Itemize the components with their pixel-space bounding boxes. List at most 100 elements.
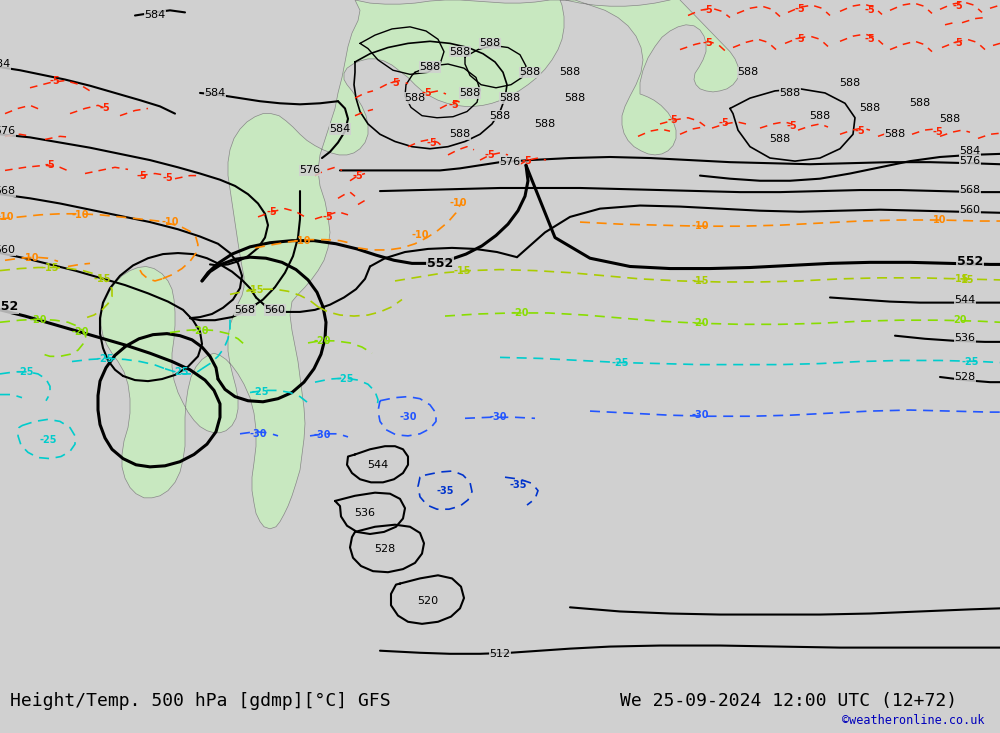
Text: -5: -5 [668,115,678,125]
Text: -5: -5 [703,5,713,15]
Text: -5: -5 [703,38,713,48]
Text: 588: 588 [499,93,521,103]
Text: -5: -5 [50,75,60,86]
Text: -5: -5 [865,34,875,44]
Text: -10: -10 [0,212,14,222]
Text: 584: 584 [959,146,981,156]
Text: 552: 552 [957,255,983,268]
Text: 576: 576 [959,156,981,166]
Text: 584: 584 [0,59,11,69]
Text: -25: -25 [39,435,57,445]
Text: -25: -25 [336,374,354,384]
Text: -15: -15 [453,265,471,276]
Text: -5: -5 [522,156,532,166]
Text: 588: 588 [769,134,791,144]
Text: 536: 536 [354,508,376,518]
Text: 512: 512 [489,649,511,659]
Text: -10: -10 [161,217,179,227]
Text: -30: -30 [489,412,507,422]
Text: -5: -5 [787,121,797,131]
Text: 576: 576 [299,166,321,175]
Text: We 25-09-2024 12:00 UTC (12+72): We 25-09-2024 12:00 UTC (12+72) [620,693,957,710]
Text: Height/Temp. 500 hPa [gdmp][°C] GFS: Height/Temp. 500 hPa [gdmp][°C] GFS [10,693,391,710]
Text: -10: -10 [411,230,429,240]
Text: 576: 576 [499,157,521,167]
Text: -20: -20 [313,336,331,346]
Text: -10: -10 [293,235,311,246]
Text: -35: -35 [509,480,527,490]
Text: -30: -30 [313,430,331,440]
Text: 528: 528 [954,372,976,382]
Text: -5: -5 [163,173,173,183]
Text: -15: -15 [246,285,264,295]
Text: 568: 568 [234,305,256,315]
Text: -5: -5 [953,38,963,48]
Text: -5: -5 [795,34,805,44]
Text: 588: 588 [737,67,759,77]
Text: -25: -25 [171,366,189,377]
Text: 588: 588 [939,114,961,124]
Text: 588: 588 [459,88,481,98]
Text: -15: -15 [951,274,969,284]
Polygon shape [101,0,739,528]
Text: -30: -30 [691,410,709,420]
Text: 588: 588 [909,98,931,108]
Text: -15: -15 [93,274,111,284]
Text: 588: 588 [859,103,881,114]
Text: 552: 552 [0,301,18,313]
Text: 544: 544 [954,295,976,304]
Text: -20: -20 [691,318,709,328]
Text: 588: 588 [489,111,511,121]
Text: 560: 560 [264,305,286,315]
Text: -25: -25 [16,366,34,377]
Text: 528: 528 [374,545,396,554]
Text: -5: -5 [390,78,400,88]
Text: 568: 568 [0,186,16,196]
Text: -5: -5 [485,150,495,160]
Text: -5: -5 [353,171,363,180]
Text: 560: 560 [0,245,16,255]
Text: -5: -5 [137,171,147,180]
Text: -25: -25 [251,388,269,397]
Text: -20: -20 [191,325,209,336]
Text: -30: -30 [249,429,267,439]
Text: -5: -5 [865,5,875,15]
Text: 588: 588 [419,62,441,72]
Text: 588: 588 [534,119,556,129]
Text: -5: -5 [45,161,55,170]
Text: 588: 588 [449,129,471,139]
Text: -5: -5 [719,118,729,128]
Text: -10: -10 [449,199,467,208]
Text: -5: -5 [267,207,277,217]
Text: 588: 588 [559,67,581,77]
Text: -25: -25 [961,356,979,366]
Text: 576: 576 [0,126,16,136]
Text: 20: 20 [953,315,967,325]
Text: -25: -25 [611,358,629,367]
Text: -15: -15 [691,276,709,286]
Text: ©weatheronline.co.uk: ©weatheronline.co.uk [842,714,985,726]
Text: 588: 588 [839,78,861,88]
Text: 552: 552 [427,257,453,270]
Text: -20: -20 [71,326,89,336]
Text: -25: -25 [96,355,114,364]
Text: -5: -5 [449,100,459,111]
Text: 588: 588 [449,47,471,56]
Text: 520: 520 [417,596,439,606]
Text: 584: 584 [144,10,166,21]
Text: -5: -5 [323,212,333,222]
Text: -35: -35 [436,485,454,496]
Text: 588: 588 [779,88,801,98]
Text: 588: 588 [519,67,541,77]
Text: -10: -10 [71,210,89,220]
Text: -30: -30 [399,412,417,422]
Text: -10: -10 [21,253,39,263]
Text: -5: -5 [100,103,110,114]
Text: 568: 568 [959,185,981,195]
Text: 588: 588 [479,38,501,48]
Text: -5: -5 [427,138,437,147]
Text: -5: -5 [933,128,943,137]
Text: -5: -5 [855,126,865,136]
Text: 15: 15 [961,275,975,285]
Text: -10: -10 [691,221,709,231]
